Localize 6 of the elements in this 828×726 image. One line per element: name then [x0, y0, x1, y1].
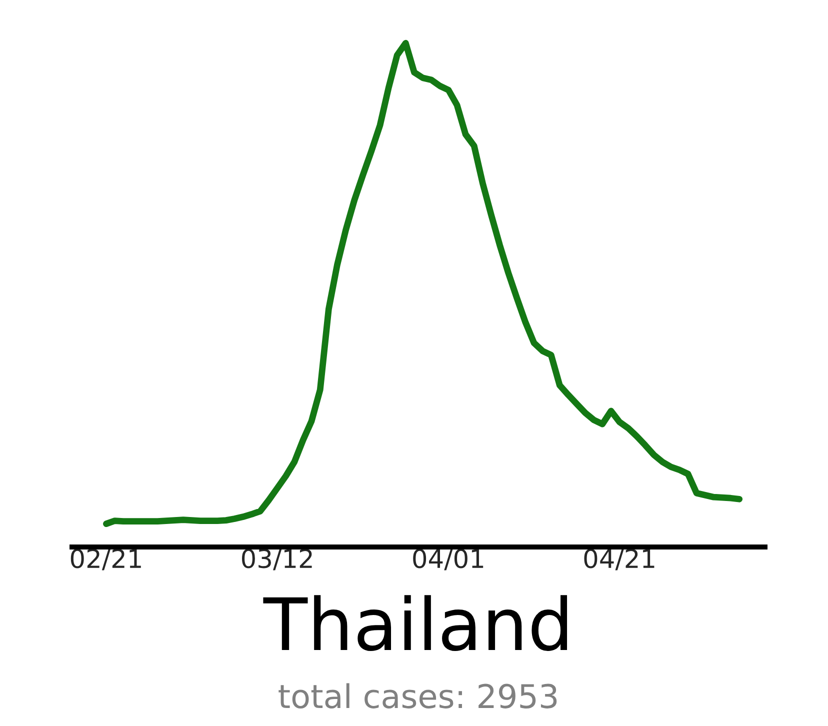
x-tick-label: 04/21: [584, 548, 654, 570]
x-tick-label: 04/01: [413, 548, 484, 570]
x-tick-label: 03/12: [242, 548, 312, 570]
x-tick-label: 02/21: [70, 548, 141, 570]
text: Thailand: [263, 595, 568, 652]
text: total cases: 2953: [278, 683, 557, 708]
